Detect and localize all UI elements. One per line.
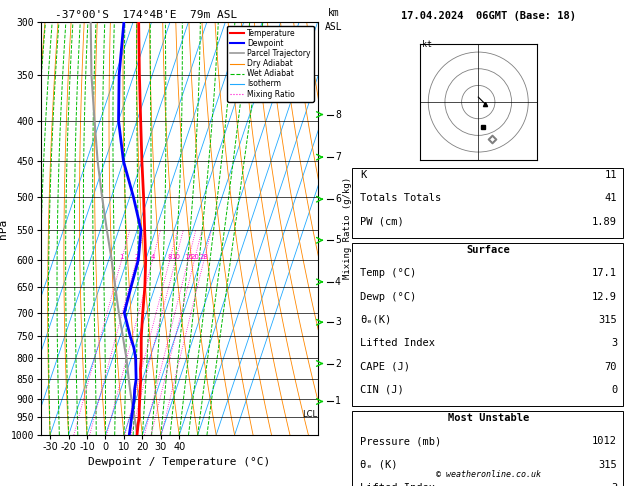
Text: 8: 8 xyxy=(335,109,341,120)
Text: km: km xyxy=(328,8,339,17)
Text: 8: 8 xyxy=(167,254,172,260)
Text: 2: 2 xyxy=(135,254,139,260)
Text: 11: 11 xyxy=(604,170,617,180)
Text: 4: 4 xyxy=(335,277,341,287)
Text: 28: 28 xyxy=(199,254,209,260)
Text: Pressure (mb): Pressure (mb) xyxy=(360,436,442,447)
Text: 16: 16 xyxy=(184,254,193,260)
Text: 10: 10 xyxy=(171,254,180,260)
Text: Totals Totals: Totals Totals xyxy=(360,193,442,204)
Legend: Temperature, Dewpoint, Parcel Trajectory, Dry Adiabat, Wet Adiabat, Isotherm, Mi: Temperature, Dewpoint, Parcel Trajectory… xyxy=(228,26,314,102)
Text: 1012: 1012 xyxy=(592,436,617,447)
Text: 41: 41 xyxy=(604,193,617,204)
Bar xyxy=(352,411,623,486)
Text: ASL: ASL xyxy=(325,22,342,32)
Text: 7: 7 xyxy=(335,152,341,162)
Text: Lifted Index: Lifted Index xyxy=(360,338,435,348)
Text: 315: 315 xyxy=(598,460,617,470)
Text: 20: 20 xyxy=(190,254,199,260)
Text: -37°00'S  174°4B'E  79m ASL: -37°00'S 174°4B'E 79m ASL xyxy=(55,10,237,20)
Bar xyxy=(352,243,623,406)
Text: Surface: Surface xyxy=(467,245,511,255)
Text: kt: kt xyxy=(421,40,431,49)
Text: Most Unstable: Most Unstable xyxy=(448,413,530,423)
X-axis label: Dewpoint / Temperature (°C): Dewpoint / Temperature (°C) xyxy=(88,457,270,468)
Text: PW (cm): PW (cm) xyxy=(360,217,404,227)
Text: 17.1: 17.1 xyxy=(592,268,617,278)
Text: Mixing Ratio (g/kg): Mixing Ratio (g/kg) xyxy=(343,177,352,279)
Text: 5: 5 xyxy=(335,235,341,245)
Text: LCL: LCL xyxy=(302,410,317,419)
Text: 315: 315 xyxy=(598,315,617,325)
Text: 1.89: 1.89 xyxy=(592,217,617,227)
Text: Dewp (°C): Dewp (°C) xyxy=(360,292,416,302)
Text: Lifted Index: Lifted Index xyxy=(360,483,435,486)
Text: 6: 6 xyxy=(335,194,341,204)
Text: 2: 2 xyxy=(335,359,341,368)
Text: © weatheronline.co.uk: © weatheronline.co.uk xyxy=(437,469,541,479)
Text: Temp (°C): Temp (°C) xyxy=(360,268,416,278)
Text: 0: 0 xyxy=(611,385,617,395)
Bar xyxy=(352,168,623,238)
Text: 17.04.2024  06GMT (Base: 18): 17.04.2024 06GMT (Base: 18) xyxy=(401,11,576,21)
Text: 4: 4 xyxy=(150,254,155,260)
Text: 3: 3 xyxy=(611,483,617,486)
Text: 12.9: 12.9 xyxy=(592,292,617,302)
Text: θₑ (K): θₑ (K) xyxy=(360,460,398,470)
Text: 3: 3 xyxy=(611,338,617,348)
Text: 3: 3 xyxy=(335,317,341,327)
Text: CIN (J): CIN (J) xyxy=(360,385,404,395)
Text: K: K xyxy=(360,170,367,180)
Text: 1: 1 xyxy=(120,254,124,260)
Text: 1: 1 xyxy=(335,397,341,406)
Y-axis label: hPa: hPa xyxy=(0,218,8,239)
Text: θₑ(K): θₑ(K) xyxy=(360,315,391,325)
Text: CAPE (J): CAPE (J) xyxy=(360,362,410,372)
Text: 70: 70 xyxy=(604,362,617,372)
